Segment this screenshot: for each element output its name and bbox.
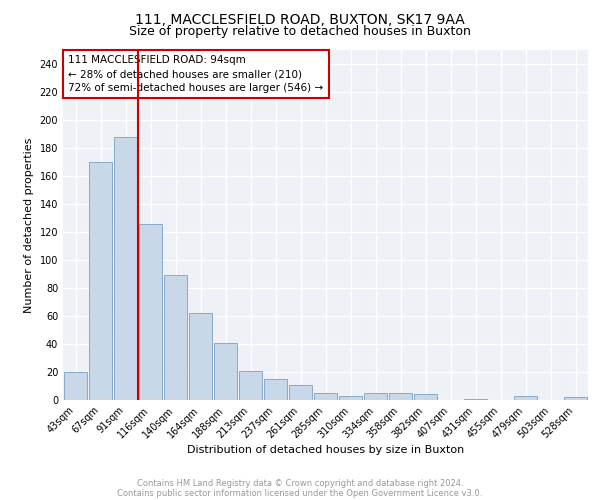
Bar (114, 137, 137, 400)
Bar (364, 393, 387, 400)
Bar (89, 162, 112, 400)
Bar (214, 342, 237, 400)
Bar (289, 384, 312, 400)
Bar (564, 397, 587, 400)
Bar (239, 370, 262, 400)
Text: 111, MACCLESFIELD ROAD, BUXTON, SK17 9AA: 111, MACCLESFIELD ROAD, BUXTON, SK17 9AA (135, 12, 465, 26)
Text: Size of property relative to detached houses in Buxton: Size of property relative to detached ho… (129, 25, 471, 38)
Text: Contains public sector information licensed under the Open Government Licence v3: Contains public sector information licen… (118, 488, 482, 498)
Bar (64, 372, 87, 400)
Bar (264, 379, 287, 400)
Bar (314, 393, 337, 400)
Bar (389, 393, 412, 400)
Text: Contains HM Land Registry data © Crown copyright and database right 2024.: Contains HM Land Registry data © Crown c… (137, 478, 463, 488)
Bar (514, 396, 537, 400)
Bar (139, 224, 162, 400)
Bar (414, 394, 437, 400)
Bar (464, 398, 487, 400)
X-axis label: Distribution of detached houses by size in Buxton: Distribution of detached houses by size … (187, 446, 464, 456)
Bar (164, 276, 187, 400)
Y-axis label: Number of detached properties: Number of detached properties (24, 138, 34, 312)
Bar (189, 313, 212, 400)
Bar (339, 396, 362, 400)
Text: 111 MACCLESFIELD ROAD: 94sqm
← 28% of detached houses are smaller (210)
72% of s: 111 MACCLESFIELD ROAD: 94sqm ← 28% of de… (68, 56, 323, 94)
